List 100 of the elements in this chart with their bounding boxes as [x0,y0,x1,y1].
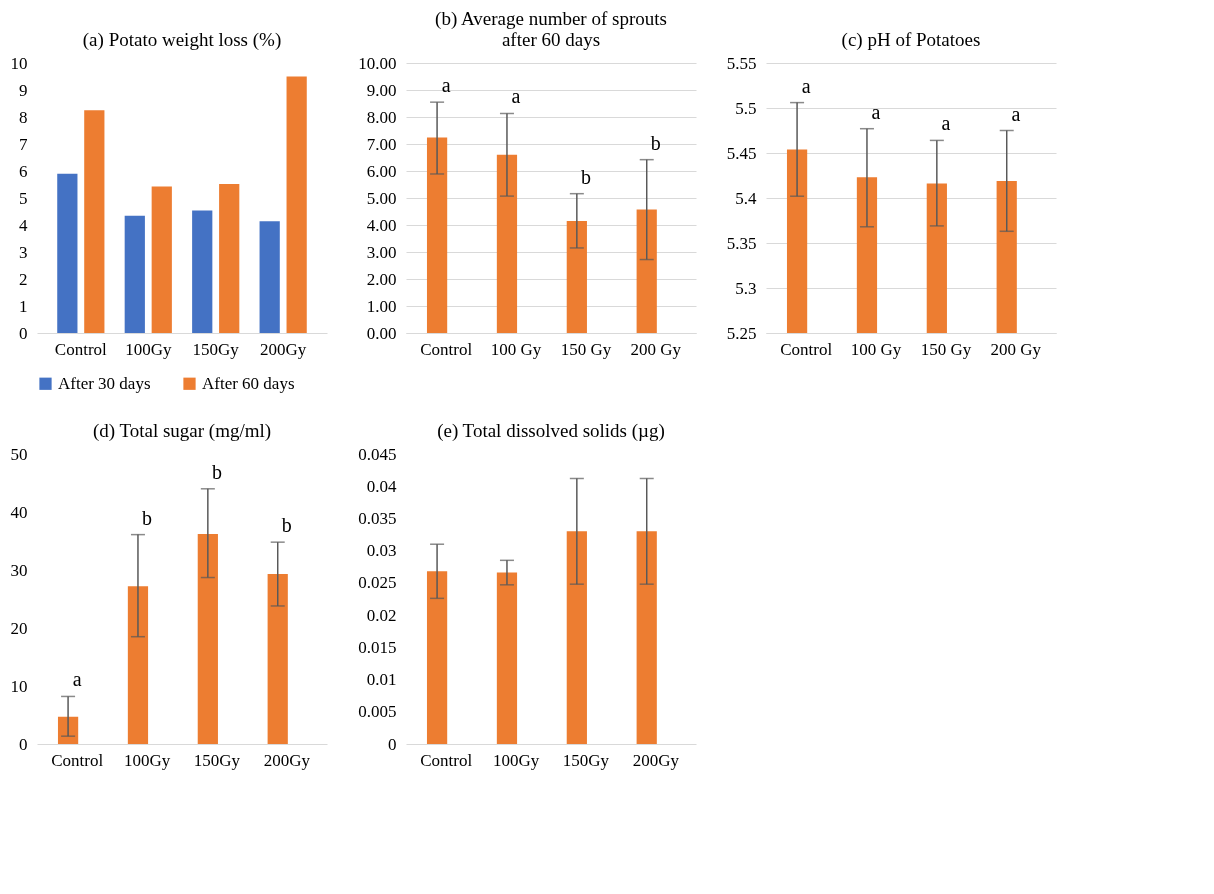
y-tick-label: 8.00 [366,107,397,127]
chart-title: (c) pH of Potatoes [841,29,981,51]
y-tick-label: 3 [19,242,28,262]
x-tick-label: 150Gy [192,339,240,359]
annotation: b [142,506,153,529]
x-tick-label: Control [420,750,473,770]
y-tick-label: 4 [19,215,28,235]
y-tick-label: 0.02 [366,605,397,625]
annotation: a [871,100,881,123]
y-tick-label: 1 [19,296,28,316]
bar [192,210,213,333]
legend-label: After 60 days [202,373,295,393]
y-tick-label: 0.005 [358,702,397,722]
y-tick-label: 0.035 [358,508,397,528]
x-tick-label: 150Gy [562,750,610,770]
annotation: a [801,74,811,97]
y-tick-label: 7.00 [366,134,397,154]
bar [124,215,145,333]
y-tick-label: 40 [10,502,28,522]
y-tick-label: 5.4 [735,188,757,208]
x-tick-label: 200 Gy [630,339,682,359]
y-tick-label: 2 [19,269,28,289]
x-tick-label: 150 Gy [560,339,612,359]
x-tick-label: 100Gy [123,750,171,770]
bar [151,186,172,333]
bar [636,531,657,744]
y-tick-label: 10.00 [358,53,397,73]
x-tick-label: 200Gy [632,750,680,770]
y-tick-label: 0 [19,734,28,754]
bar [84,110,105,333]
y-tick-label: 2.00 [366,269,397,289]
y-tick-label: 5.55 [726,53,757,73]
chart-title: (b) Average number of sprouts after 60 days [435,8,667,50]
y-tick-label: 5.3 [735,278,757,298]
bar [127,586,149,744]
x-tick-label: 200 Gy [990,339,1042,359]
x-tick-label: Control [420,339,473,359]
y-tick-label: 0.01 [366,670,397,690]
bar [636,209,657,333]
y-tick-label: 0 [19,323,28,343]
annotation: b [580,165,591,188]
y-tick-label: 0.00 [366,323,397,343]
y-tick-label: 1.00 [366,296,397,316]
annotation: a [511,85,521,108]
bar [197,534,218,744]
bar [566,220,587,333]
x-tick-label: Control [780,339,833,359]
y-tick-label: 10 [10,53,28,73]
y-tick-label: 3.00 [366,242,397,262]
y-tick-label: 9.00 [366,80,397,100]
y-tick-label: 0.04 [366,476,397,496]
annotation: a [441,74,451,97]
y-tick-label: 5.25 [726,323,757,343]
annotation: b [211,460,222,483]
chart-title: (d) Total sugar (mg/ml) [92,420,272,442]
y-tick-label: 5.35 [726,233,757,253]
x-tick-label: Control [54,339,108,359]
y-tick-label: 5.45 [726,143,757,163]
annotation: a [941,112,951,135]
y-tick-label: 0.045 [358,444,397,464]
x-tick-label: 100Gy [492,750,540,770]
annotation: a [1011,102,1021,125]
y-tick-label: 5.00 [366,188,397,208]
y-tick-label: 0.015 [358,637,397,657]
x-tick-label: 200Gy [260,339,307,359]
y-tick-label: 8 [19,107,28,127]
y-tick-label: 5 [19,188,28,208]
bar [219,183,240,333]
y-tick-label: 6.00 [366,161,397,181]
bar [496,154,518,333]
y-tick-label: 5.5 [735,98,757,118]
annotation: b [650,131,661,154]
x-tick-label: Control [51,750,104,770]
y-tick-label: 4.00 [366,215,397,235]
y-tick-label: 6 [19,161,28,181]
x-tick-label: 150 Gy [920,339,972,359]
bar [267,574,288,744]
y-tick-label: 50 [10,444,28,464]
legend-label: After 30 days [58,373,151,393]
y-tick-label: 20 [10,618,28,638]
x-tick-label: 100Gy [125,339,172,359]
bar [566,531,587,744]
annotation: a [72,668,82,691]
annotation: b [281,514,292,537]
y-tick-label: 0 [388,734,397,754]
bar [259,221,280,333]
y-tick-label: 30 [10,560,28,580]
y-tick-label: 10 [10,676,28,696]
bar [496,572,518,744]
y-tick-label: 0.025 [358,573,397,593]
bar [426,137,448,333]
bar [57,173,78,333]
chart-title: (a) Potato weight loss (%) [82,29,282,51]
x-tick-label: 100 Gy [850,339,902,359]
x-tick-label: 150Gy [193,750,241,770]
x-tick-label: 200Gy [263,750,311,770]
chart-title: (e) Total dissolved solids (µg) [437,420,665,442]
x-tick-label: 100 Gy [490,339,542,359]
y-tick-label: 0.03 [366,541,397,561]
bar [286,76,307,333]
